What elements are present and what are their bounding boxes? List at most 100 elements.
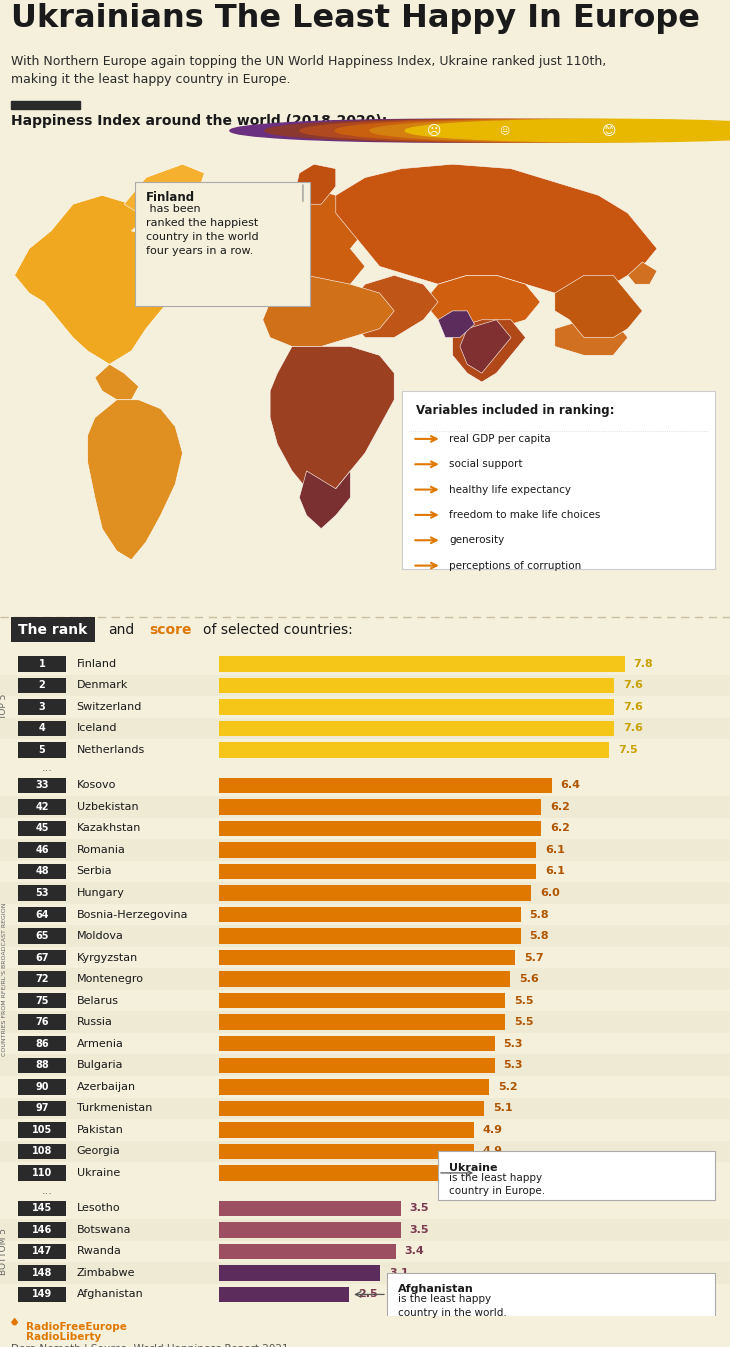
Bar [0,1055,730,1076]
Bar [18,1243,66,1259]
Bar [219,1243,396,1259]
FancyBboxPatch shape [387,1273,715,1321]
Text: Uzbekistan: Uzbekistan [77,801,138,812]
Text: RadioFreeEurope: RadioFreeEurope [26,1321,126,1332]
Text: 4.9: 4.9 [483,1125,503,1136]
Bar [0,1219,730,1241]
Bar [219,799,542,815]
Bar [219,907,520,923]
Bar [0,882,730,904]
Text: Russia: Russia [77,1017,112,1028]
Bar [219,842,537,858]
Bar [0,1141,730,1162]
Bar [18,1165,66,1181]
Text: 6.2: 6.2 [550,823,570,834]
Bar [18,1079,66,1095]
Polygon shape [672,480,686,502]
Text: healthy life expectancy: healthy life expectancy [449,485,571,494]
Text: Moldova: Moldova [77,931,123,942]
Bar [18,678,66,694]
Bar [219,1265,380,1281]
Text: 7,8: 7,8 [648,124,670,137]
Text: 😐: 😐 [499,125,510,136]
Polygon shape [460,319,511,373]
Bar [18,1200,66,1216]
Text: 😊: 😊 [602,124,617,137]
Text: Ukraine: Ukraine [77,1168,120,1177]
Polygon shape [270,346,394,497]
Polygon shape [569,435,679,506]
Text: 5.7: 5.7 [524,952,544,963]
Text: Switzerland: Switzerland [77,702,142,711]
Polygon shape [628,263,657,284]
Text: 45: 45 [35,823,49,834]
Text: 108: 108 [32,1146,52,1156]
Bar [18,1014,66,1030]
Text: 65: 65 [35,931,49,942]
Text: 97: 97 [35,1103,49,1114]
Text: 67: 67 [35,952,49,963]
Bar [18,777,66,793]
Text: 4: 4 [39,723,45,733]
Bar [0,1012,730,1033]
Text: Finland: Finland [146,191,195,203]
Bar [219,1079,490,1095]
Text: Kazakhstan: Kazakhstan [77,823,141,834]
Bar [219,1200,401,1216]
Polygon shape [453,319,526,383]
Text: 7.5: 7.5 [618,745,637,754]
Bar [219,1144,474,1160]
Bar [219,1222,401,1238]
Polygon shape [95,364,139,400]
Text: 6.0: 6.0 [540,888,560,898]
Bar [219,993,505,1009]
Text: 5.8: 5.8 [529,931,549,942]
Bar [219,950,515,966]
Text: BOTTOM 5: BOTTOM 5 [0,1228,8,1274]
Text: Romania: Romania [77,845,126,855]
Polygon shape [11,1317,18,1325]
Text: Lesotho: Lesotho [77,1203,120,1214]
Text: 48: 48 [35,866,49,877]
Text: 88: 88 [35,1060,49,1071]
Bar [18,1100,66,1117]
Text: Kyrgyzstan: Kyrgyzstan [77,952,138,963]
Text: TOP 5: TOP 5 [0,694,8,721]
Text: The rank: The rank [18,622,87,637]
Text: Netherlands: Netherlands [77,745,145,754]
Text: Kosovo: Kosovo [77,780,116,791]
Text: Ukrainians The Least Happy In Europe: Ukrainians The Least Happy In Europe [11,3,700,34]
Text: 33: 33 [35,780,49,791]
Text: Denmark: Denmark [77,680,128,690]
Polygon shape [263,186,365,294]
Bar [0,839,730,861]
Text: 3.5: 3.5 [410,1203,429,1214]
Bar [18,971,66,987]
Text: 5.3: 5.3 [504,1060,523,1071]
Text: 5.2: 5.2 [499,1082,518,1092]
Text: Botswana: Botswana [77,1224,131,1235]
Bar [18,799,66,815]
Circle shape [300,120,709,141]
Text: 146: 146 [32,1224,52,1235]
Polygon shape [350,275,438,338]
Text: Finland: Finland [77,659,117,669]
Text: COUNTRIES FROM RFE/RL'S BROADCAST REGION: COUNTRIES FROM RFE/RL'S BROADCAST REGION [1,902,6,1056]
Text: Afghanistan: Afghanistan [77,1289,143,1300]
Bar [18,1122,66,1138]
Bar [18,721,66,737]
Text: perceptions of corruption: perceptions of corruption [449,560,581,571]
Text: 3.4: 3.4 [404,1246,424,1257]
Bar [219,885,531,901]
Text: Iceland: Iceland [77,723,117,733]
Bar [18,1222,66,1238]
Bar [18,842,66,858]
Bar [219,1014,505,1030]
Bar [219,820,542,836]
Text: 5.3: 5.3 [504,1039,523,1049]
Bar [0,1262,730,1284]
Text: 1: 1 [39,659,45,669]
Text: 7.6: 7.6 [623,723,643,733]
Bar [219,1100,484,1117]
Text: Azerbaijan: Azerbaijan [77,1082,136,1092]
